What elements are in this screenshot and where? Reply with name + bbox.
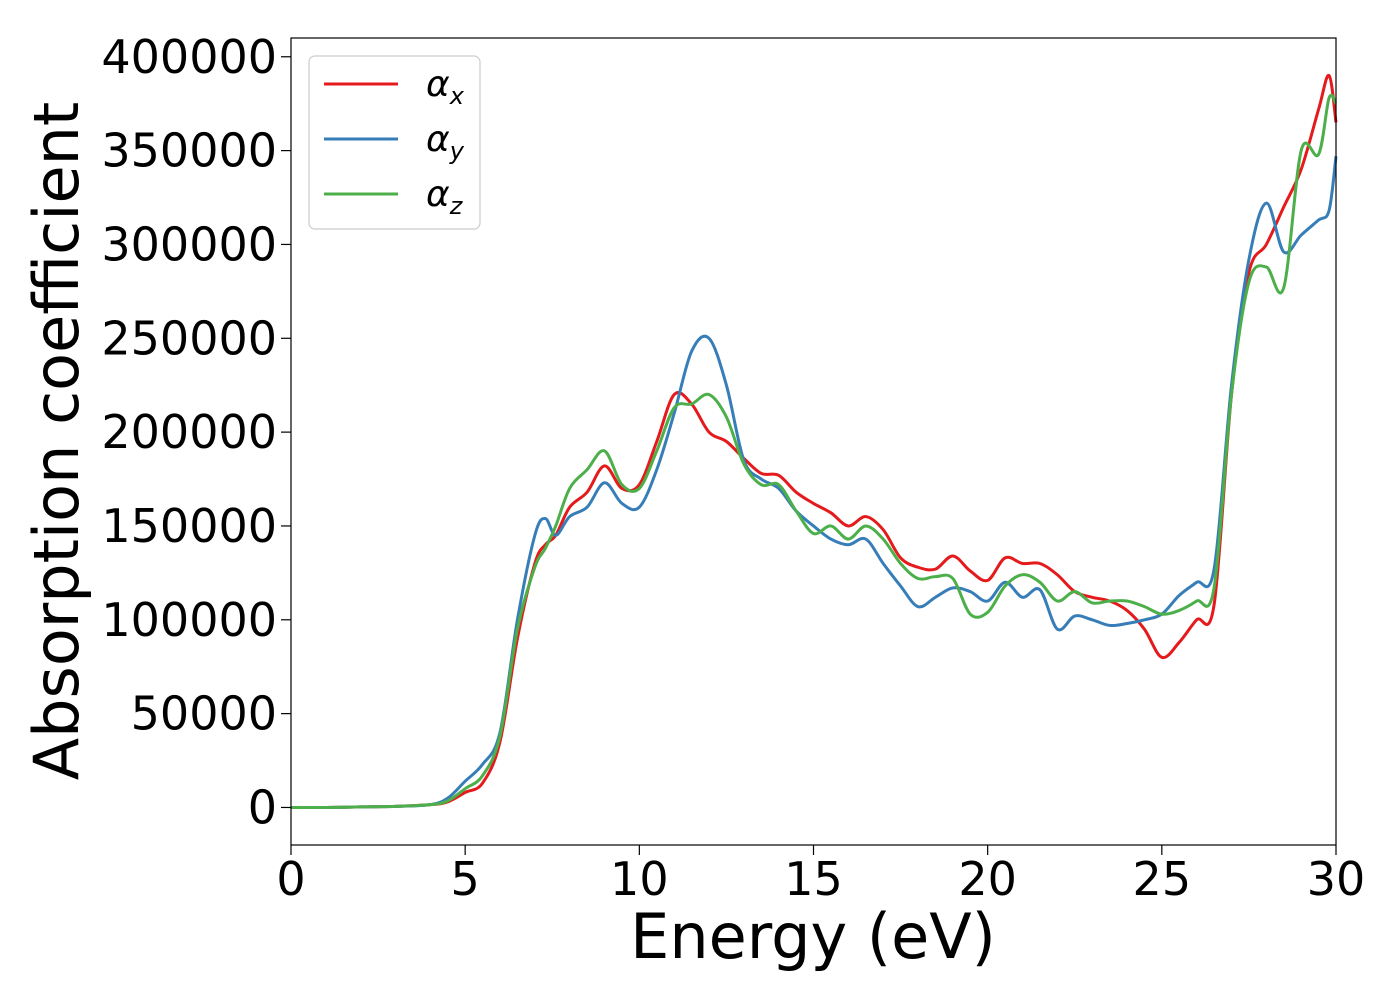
y-tick-label: 250000: [101, 311, 277, 365]
x-tick-label: 20: [958, 852, 1017, 906]
x-tick-label: 30: [1307, 852, 1366, 906]
x-tick-label: 25: [1133, 852, 1192, 906]
x-axis: 0 5 10 15 20 25 30: [276, 845, 1365, 906]
series-line-alpha-y: [290, 156, 1338, 810]
y-tick-label: 200000: [101, 405, 277, 459]
series-layer: [290, 74, 1338, 810]
x-tick-label: 10: [610, 852, 669, 906]
series-line-alpha-z: [290, 93, 1338, 810]
y-tick-label: 400000: [101, 30, 277, 84]
y-tick-label: 100000: [101, 593, 277, 647]
x-tick-label: 15: [784, 852, 843, 906]
x-tick-label: 5: [451, 852, 480, 906]
y-tick-label: 0: [248, 780, 277, 834]
y-tick-label: 150000: [101, 499, 277, 553]
y-axis-title: Absorption coefficient: [20, 102, 93, 781]
y-axis: 0 50000 100000 150000 200000 250000 300000 3500…: [101, 30, 291, 834]
x-axis-title: Energy (eV): [630, 900, 996, 973]
y-tick-label: 350000: [101, 124, 277, 178]
legend-box: [308, 55, 481, 230]
x-tick-label: 0: [276, 852, 305, 906]
y-tick-label: 50000: [131, 687, 277, 741]
y-tick-label: 300000: [101, 217, 277, 271]
